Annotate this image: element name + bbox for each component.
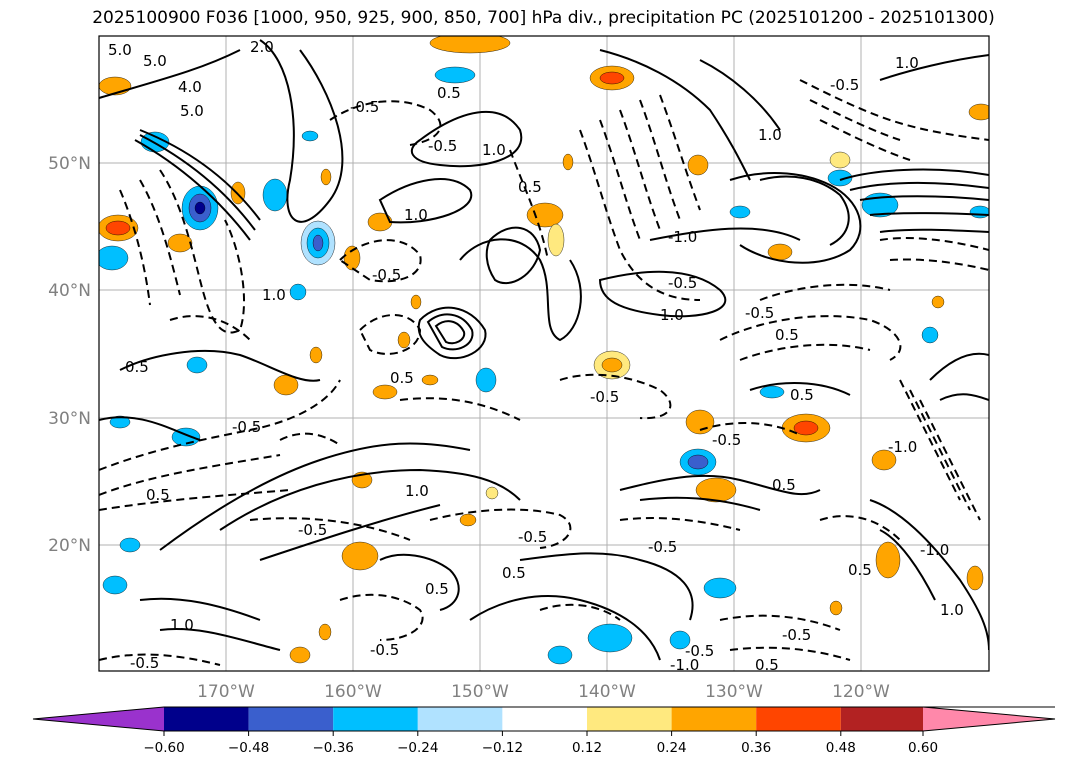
contour-label: 0.5 xyxy=(790,386,814,404)
contour-label: -1.0 xyxy=(920,541,949,559)
lon-label-120w: 120°W xyxy=(832,682,890,702)
colorbar-ticks xyxy=(163,731,924,736)
colorbar: −0.60 −0.48 −0.36 −0.24 −0.12 0.12 0.24 … xyxy=(32,706,1056,756)
colorbar-segment xyxy=(248,707,334,731)
lat-label-20n: 20°N xyxy=(48,536,91,556)
map-area xyxy=(99,36,989,671)
contour-label: 0.5 xyxy=(425,580,449,598)
colorbar-segment xyxy=(417,707,503,731)
positive-divergence-contours xyxy=(99,39,989,661)
contour-label: 1.0 xyxy=(262,286,286,304)
colorbar-extend-high xyxy=(923,707,1055,731)
latitude-labels: 50°N 40°N 30°N 20°N xyxy=(48,154,91,556)
colorbar-tick-label: −0.24 xyxy=(397,740,438,756)
contour-label: -0.5 xyxy=(782,626,811,644)
lon-label-170w: 170°W xyxy=(197,682,255,702)
colorbar-extend-low xyxy=(33,707,164,731)
contour-label: 1.0 xyxy=(895,54,919,72)
colorbar-segment xyxy=(587,707,672,731)
colorbar-tick-label: 0.12 xyxy=(572,740,602,756)
contour-label: 1.0 xyxy=(660,306,684,324)
lon-label-140w: 140°W xyxy=(578,682,636,702)
colorbar-segment xyxy=(840,707,923,731)
lat-label-50n: 50°N xyxy=(48,154,91,174)
contour-label: -1.0 xyxy=(670,656,699,674)
contour-label: -0.5 xyxy=(370,641,399,659)
lat-label-40n: 40°N xyxy=(48,281,91,301)
contour-label: 5.0 xyxy=(108,41,132,59)
contour-label: 1.0 xyxy=(404,206,428,224)
contour-label: 1.0 xyxy=(482,141,506,159)
contour-label: 0.5 xyxy=(437,84,461,102)
negative-divergence-contours xyxy=(99,79,989,666)
lon-label-150w: 150°W xyxy=(451,682,509,702)
contour-label: 0.5 xyxy=(146,486,170,504)
contour-label: 4.0 xyxy=(178,78,202,96)
contour-label: -0.5 xyxy=(350,98,379,116)
contour-label: 0.5 xyxy=(502,564,526,582)
colorbar-segment xyxy=(671,707,757,731)
contour-label: -0.5 xyxy=(372,266,401,284)
contour-label: 0.5 xyxy=(390,369,414,387)
map-frame xyxy=(98,35,990,672)
contour-label: 0.5 xyxy=(755,656,779,674)
colorbar-segment xyxy=(502,707,587,731)
colorbar-tick-label: −0.48 xyxy=(228,740,269,756)
contour-label: -1.0 xyxy=(668,228,697,246)
colorbar-tick-label: −0.36 xyxy=(313,740,354,756)
contour-label: -0.5 xyxy=(130,654,159,672)
colorbar-tick-label: −0.12 xyxy=(482,740,523,756)
contour-label: -0.5 xyxy=(685,642,714,660)
colorbar-outline xyxy=(32,706,1056,732)
contour-label: -0.5 xyxy=(232,418,261,436)
colorbar-tick-label: −0.60 xyxy=(143,740,184,756)
contour-label: 1.0 xyxy=(940,601,964,619)
contour-label: -0.5 xyxy=(668,274,697,292)
contour-label: -0.5 xyxy=(648,538,677,556)
contour-labels: 5.0 5.0 4.0 5.0 2.0 -0.5 0.5 -0.5 1.0 0.… xyxy=(108,38,964,674)
contour-label: -0.5 xyxy=(428,137,457,155)
contour-label: 0.5 xyxy=(848,561,872,579)
contour-label: 1.0 xyxy=(405,482,429,500)
contour-label: 0.5 xyxy=(125,358,149,376)
contour-label: 0.5 xyxy=(518,178,542,196)
contour-label: 2.0 xyxy=(250,38,274,56)
contour-label: 5.0 xyxy=(180,102,204,120)
precipitation-shading xyxy=(99,36,989,665)
contour-label: -0.5 xyxy=(712,431,741,449)
lat-label-30n: 30°N xyxy=(48,409,91,429)
colorbar-segment xyxy=(164,707,249,731)
contour-label: -1.0 xyxy=(888,438,917,456)
longitude-labels: 170°W 160°W 150°W 140°W 130°W 120°W xyxy=(197,682,890,702)
contour-label: 0.5 xyxy=(775,326,799,344)
colorbar-tick-label: 0.36 xyxy=(741,740,771,756)
colorbar-tick-label: 0.60 xyxy=(908,740,938,756)
contour-label: -0.5 xyxy=(745,304,774,322)
colorbar-tick-label: 0.48 xyxy=(826,740,856,756)
colorbar-segment xyxy=(333,707,418,731)
contour-label: 0.5 xyxy=(772,476,796,494)
contour-label: 1.0 xyxy=(758,126,782,144)
map-title: 2025100900 F036 [1000, 950, 925, 900, 85… xyxy=(92,8,995,28)
colorbar-segment xyxy=(756,707,841,731)
lon-label-160w: 160°W xyxy=(324,682,382,702)
contour-label: -0.5 xyxy=(298,521,327,539)
contour-label: -0.5 xyxy=(518,528,547,546)
contour-label: -0.5 xyxy=(830,76,859,94)
contour-label: 1.0 xyxy=(170,616,194,634)
contour-label: 5.0 xyxy=(143,52,167,70)
contour-label: -0.5 xyxy=(590,388,619,406)
lon-label-130w: 130°W xyxy=(705,682,763,702)
colorbar-tick-label: 0.24 xyxy=(657,740,687,756)
